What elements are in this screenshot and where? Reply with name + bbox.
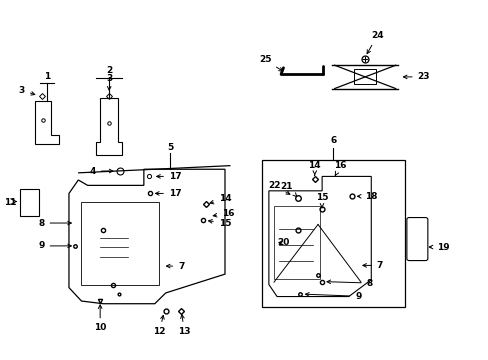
Text: 8: 8 xyxy=(38,219,71,228)
Text: 5: 5 xyxy=(167,143,173,152)
Bar xyxy=(273,206,320,279)
Text: 7: 7 xyxy=(362,261,382,270)
Text: 20: 20 xyxy=(276,238,289,247)
Text: 7: 7 xyxy=(166,262,184,271)
Text: 11: 11 xyxy=(4,198,17,207)
Text: 16: 16 xyxy=(213,209,234,218)
Text: 15: 15 xyxy=(208,219,231,228)
Text: 23: 23 xyxy=(403,72,429,81)
Text: 12: 12 xyxy=(153,315,165,336)
Text: 22: 22 xyxy=(268,181,289,194)
Text: 14: 14 xyxy=(308,161,321,175)
Text: 2: 2 xyxy=(106,66,112,75)
Text: 13: 13 xyxy=(178,315,190,336)
Text: 3: 3 xyxy=(106,74,112,90)
Text: 4: 4 xyxy=(89,167,113,176)
Text: 1: 1 xyxy=(44,72,50,81)
Text: 25: 25 xyxy=(258,55,282,71)
Text: 18: 18 xyxy=(357,192,377,201)
Text: 15: 15 xyxy=(315,193,327,208)
Text: 16: 16 xyxy=(334,161,346,175)
Text: 17: 17 xyxy=(155,189,181,198)
Text: 3: 3 xyxy=(19,86,35,95)
Bar xyxy=(353,69,375,84)
Text: 17: 17 xyxy=(156,172,181,181)
Bar xyxy=(261,160,405,307)
Text: 10: 10 xyxy=(94,305,106,332)
Text: 9: 9 xyxy=(305,292,361,301)
Text: 21: 21 xyxy=(280,182,296,197)
Text: 6: 6 xyxy=(330,136,336,145)
Bar xyxy=(20,189,39,216)
Bar xyxy=(81,202,159,285)
Text: 8: 8 xyxy=(326,279,372,288)
Text: 19: 19 xyxy=(428,243,449,252)
Text: 24: 24 xyxy=(366,31,383,54)
Text: 14: 14 xyxy=(209,194,231,204)
Text: 9: 9 xyxy=(38,242,71,251)
